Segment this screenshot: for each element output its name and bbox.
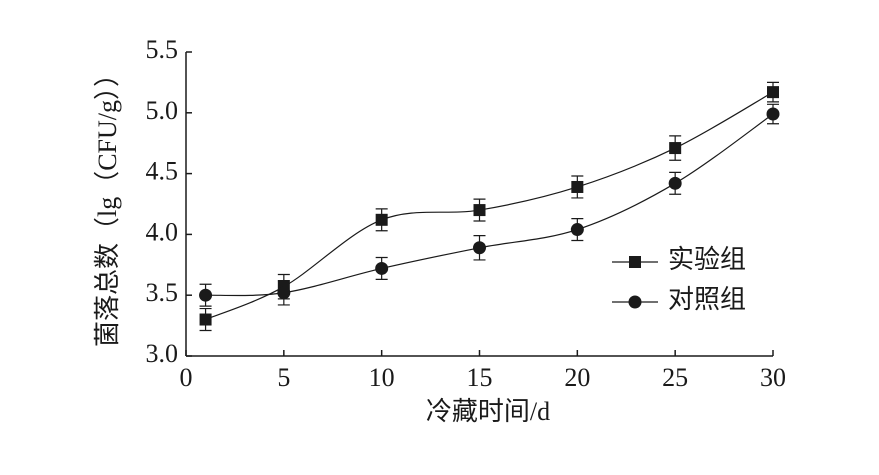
point	[375, 213, 388, 226]
point	[669, 142, 682, 155]
y-tick-label: 5.5	[146, 35, 179, 64]
x-tick-label: 30	[760, 363, 786, 392]
x-tick-label: 20	[564, 363, 590, 392]
y-tick-label: 5.0	[146, 96, 179, 125]
x-tick-label: 25	[662, 363, 688, 392]
x-tick-label: 0	[180, 363, 193, 392]
point	[766, 107, 780, 121]
x-tick-label: 5	[277, 363, 290, 392]
point	[473, 204, 486, 217]
point	[277, 286, 291, 300]
y-tick-label: 3.5	[146, 278, 179, 307]
point	[473, 241, 486, 255]
point	[570, 223, 584, 237]
point	[199, 313, 212, 326]
y-tick-label: 4.5	[146, 157, 179, 186]
y-tick-label: 4.0	[146, 217, 179, 246]
point	[199, 288, 213, 302]
x-axis-label: 冷藏时间/d	[426, 397, 550, 426]
point	[571, 180, 584, 193]
legend-marker	[628, 295, 642, 309]
legend-marker	[629, 256, 641, 268]
y-axis-label: 菌落总数（lg（CFU/g））	[93, 61, 122, 347]
point	[375, 261, 389, 275]
legend-label: 对照组	[668, 285, 746, 314]
point	[767, 86, 779, 99]
x-tick-label: 10	[369, 363, 395, 392]
x-tick-label: 15	[467, 363, 493, 392]
legend-label: 实验组	[668, 245, 746, 274]
y-tick-label: 3.0	[146, 339, 179, 368]
point	[668, 176, 682, 190]
